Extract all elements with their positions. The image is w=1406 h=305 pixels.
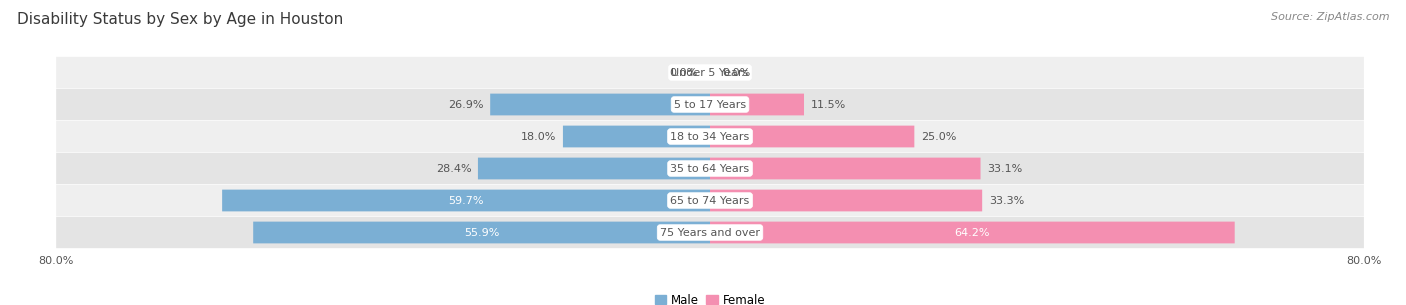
Legend: Male, Female: Male, Female bbox=[655, 294, 765, 305]
FancyBboxPatch shape bbox=[562, 126, 710, 147]
Text: Under 5 Years: Under 5 Years bbox=[672, 67, 748, 77]
FancyBboxPatch shape bbox=[56, 89, 1364, 120]
FancyBboxPatch shape bbox=[56, 185, 1364, 216]
Text: 28.4%: 28.4% bbox=[436, 163, 471, 174]
Text: 0.0%: 0.0% bbox=[723, 67, 751, 77]
FancyBboxPatch shape bbox=[56, 153, 1364, 184]
Text: 18 to 34 Years: 18 to 34 Years bbox=[671, 131, 749, 142]
Text: 59.7%: 59.7% bbox=[449, 196, 484, 206]
Text: Disability Status by Sex by Age in Houston: Disability Status by Sex by Age in Houst… bbox=[17, 12, 343, 27]
FancyBboxPatch shape bbox=[222, 190, 710, 211]
FancyBboxPatch shape bbox=[56, 121, 1364, 152]
FancyBboxPatch shape bbox=[710, 126, 914, 147]
Text: 33.1%: 33.1% bbox=[987, 163, 1022, 174]
FancyBboxPatch shape bbox=[491, 94, 710, 115]
Text: 33.3%: 33.3% bbox=[988, 196, 1024, 206]
Text: 25.0%: 25.0% bbox=[921, 131, 956, 142]
Text: Source: ZipAtlas.com: Source: ZipAtlas.com bbox=[1271, 12, 1389, 22]
Text: 65 to 74 Years: 65 to 74 Years bbox=[671, 196, 749, 206]
FancyBboxPatch shape bbox=[710, 190, 983, 211]
FancyBboxPatch shape bbox=[710, 158, 980, 179]
FancyBboxPatch shape bbox=[253, 222, 710, 243]
FancyBboxPatch shape bbox=[56, 217, 1364, 248]
Text: 35 to 64 Years: 35 to 64 Years bbox=[671, 163, 749, 174]
Text: 26.9%: 26.9% bbox=[449, 99, 484, 109]
Text: 0.0%: 0.0% bbox=[669, 67, 697, 77]
Text: 5 to 17 Years: 5 to 17 Years bbox=[673, 99, 747, 109]
Text: 64.2%: 64.2% bbox=[955, 228, 990, 238]
Text: 11.5%: 11.5% bbox=[810, 99, 846, 109]
FancyBboxPatch shape bbox=[710, 94, 804, 115]
FancyBboxPatch shape bbox=[478, 158, 710, 179]
Text: 18.0%: 18.0% bbox=[522, 131, 557, 142]
Text: 75 Years and over: 75 Years and over bbox=[659, 228, 761, 238]
FancyBboxPatch shape bbox=[710, 222, 1234, 243]
Text: 55.9%: 55.9% bbox=[464, 228, 499, 238]
FancyBboxPatch shape bbox=[56, 57, 1364, 88]
